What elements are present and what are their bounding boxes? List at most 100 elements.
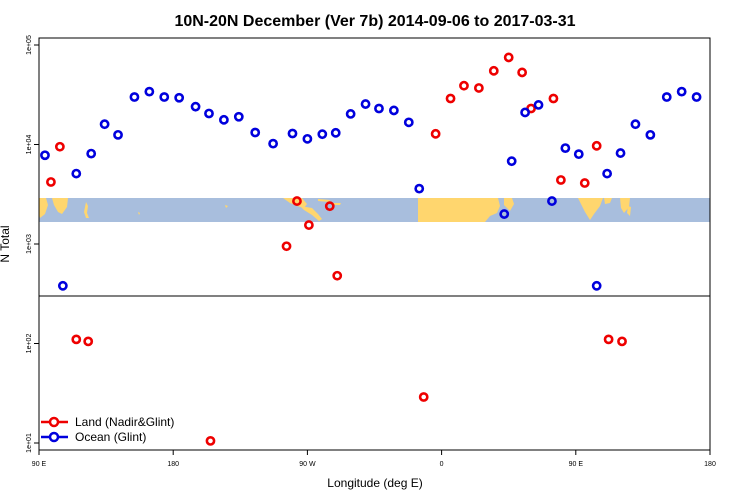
- ocean-point: [360, 99, 371, 109]
- ocean-point: [99, 119, 110, 130]
- ocean-point: [403, 117, 414, 128]
- legend: Land (Nadir&Glint) Ocean (Glint): [41, 415, 174, 444]
- ocean-point: [691, 92, 702, 102]
- ocean-point: [190, 101, 201, 112]
- x-axis-title: Longitude (deg E): [327, 476, 422, 490]
- ocean-point: [499, 209, 510, 219]
- ocean-point: [520, 107, 531, 118]
- land-point: [292, 196, 302, 206]
- ocean-series: [40, 86, 702, 291]
- land-philippines: [84, 202, 89, 218]
- ocean-point: [129, 92, 140, 102]
- land-southeast-asia: [620, 198, 630, 213]
- land-point: [617, 336, 627, 347]
- land-guam: [138, 212, 140, 215]
- ocean-point: [40, 150, 50, 161]
- x-tick-label: 90 W: [299, 461, 316, 468]
- x-tick-label: 90 E: [569, 461, 584, 468]
- data-points: [40, 52, 702, 446]
- land-india: [578, 198, 603, 220]
- ocean-point: [506, 156, 517, 167]
- land-point: [473, 83, 484, 93]
- ocean-point: [602, 168, 613, 179]
- x-tick-label: 180: [167, 461, 179, 468]
- ocean-point: [317, 129, 328, 140]
- ocean-point: [86, 148, 97, 159]
- y-tick-label: 1e+05: [26, 35, 33, 55]
- land-point: [548, 93, 559, 104]
- ocean-point: [268, 138, 279, 149]
- ocean-point: [57, 280, 68, 291]
- land-philippines-east: [627, 206, 631, 216]
- land-arabia: [504, 198, 514, 211]
- land-point: [71, 334, 82, 345]
- land-point: [517, 67, 528, 78]
- ocean-point: [676, 86, 687, 97]
- plot-frame: [38, 37, 711, 451]
- chart-title: 10N-20N December (Ver 7b) 2014-09-06 to …: [174, 13, 575, 30]
- land-point: [579, 178, 590, 188]
- ocean-point: [250, 127, 261, 138]
- land-point: [459, 80, 469, 91]
- land-point: [418, 392, 429, 402]
- y-tick-label: 1e+03: [26, 234, 33, 254]
- ocean-point: [630, 119, 641, 130]
- land-point: [445, 93, 456, 104]
- ocean-point: [204, 108, 214, 119]
- land-point: [205, 435, 216, 446]
- ocean-point: [345, 109, 356, 119]
- ocean-point: [302, 133, 313, 144]
- land-point: [303, 220, 314, 230]
- land-indochina: [39, 198, 48, 218]
- land-series: [46, 52, 627, 446]
- land-point: [324, 201, 335, 212]
- legend-land-label: Land (Nadir&Glint): [75, 415, 174, 429]
- x-tick-label: 0: [440, 461, 444, 468]
- map-strip: [39, 198, 710, 222]
- land-point: [488, 65, 499, 76]
- land-point: [555, 175, 566, 185]
- land-point: [332, 270, 343, 281]
- ocean-point: [218, 114, 229, 125]
- ocean-point: [113, 129, 123, 140]
- legend-ocean-label: Ocean (Glint): [75, 430, 146, 444]
- land-india-east: [604, 198, 612, 204]
- y-axis-title: N Total: [0, 225, 12, 262]
- land-indochina-peninsula: [52, 198, 68, 214]
- legend-ocean-marker: [48, 431, 60, 443]
- land-central-america: [300, 206, 322, 221]
- ocean-point: [573, 149, 584, 160]
- ocean-point: [233, 111, 244, 122]
- ocean-point: [144, 86, 155, 97]
- y-axis: 1e+01 1e+02 1e+03 1e+04 1e+05: [26, 35, 39, 453]
- y-tick-label: 1e+01: [26, 433, 33, 453]
- ocean-point: [174, 92, 185, 103]
- y-tick-label: 1e+02: [26, 334, 33, 354]
- land-point: [83, 336, 94, 347]
- ocean-point: [547, 196, 557, 206]
- ocean-point: [330, 127, 341, 138]
- ocean-point: [287, 128, 298, 139]
- land-caribbean: [318, 199, 341, 205]
- land-point: [430, 128, 441, 139]
- ocean-point: [560, 143, 571, 154]
- x-tick-label: 90 E: [32, 461, 47, 468]
- legend-land-marker: [48, 416, 60, 428]
- ocean-point: [374, 103, 384, 114]
- ocean-point: [661, 92, 672, 102]
- land-west-africa: [418, 198, 500, 222]
- land-point: [503, 52, 514, 63]
- x-axis: 90 E 180 90 W 0 90 E 180: [32, 450, 716, 468]
- ocean-point: [414, 183, 425, 194]
- land-point: [54, 141, 65, 152]
- land-point: [603, 334, 614, 345]
- x-tick-label: 180: [704, 461, 716, 468]
- land-point: [591, 140, 602, 151]
- ocean-point: [533, 100, 544, 110]
- ocean-point: [591, 280, 602, 291]
- ocean-point: [615, 148, 626, 158]
- land-point: [46, 177, 56, 187]
- land-hawaii: [225, 205, 228, 208]
- land-point: [281, 241, 292, 252]
